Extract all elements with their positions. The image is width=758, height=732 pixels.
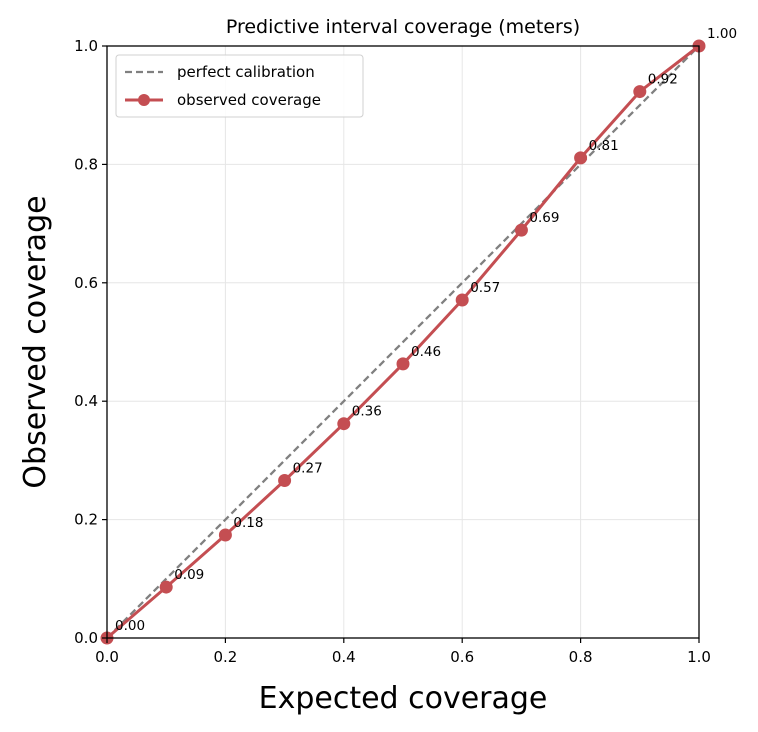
data-label: 0.92: [648, 72, 678, 88]
observed-layer: [100, 39, 706, 645]
y-tick-label: 0.2: [74, 511, 98, 529]
data-label: 0.18: [233, 515, 263, 531]
data-label: 0.46: [411, 344, 441, 360]
y-tick-label: 0.0: [74, 629, 98, 647]
reference-layer: [106, 45, 700, 639]
observed-coverage-point: [455, 293, 469, 307]
observed-coverage-point: [396, 357, 410, 371]
x-tick-label: 0.2: [213, 648, 237, 666]
data-label: 0.57: [470, 280, 500, 296]
legend-label-observed-coverage: observed coverage: [177, 91, 321, 109]
x-axis-title: Expected coverage: [259, 681, 548, 716]
x-tick-label: 0.8: [569, 648, 593, 666]
data-label: 0.27: [293, 461, 323, 477]
observed-coverage-point: [218, 528, 232, 542]
data-label: 0.69: [529, 210, 559, 226]
observed-coverage-point: [278, 474, 292, 488]
data-label: 1.00: [707, 26, 737, 42]
y-tick-label: 0.4: [74, 392, 98, 410]
x-tick-label: 0.6: [450, 648, 474, 666]
observed-coverage-point: [574, 151, 588, 165]
legend: perfect calibration observed coverage: [115, 54, 364, 118]
plot-frame: [106, 45, 700, 639]
x-tick-label: 1.0: [687, 648, 711, 666]
x-tick-label: 0.4: [332, 648, 356, 666]
y-tick-label: 0.8: [74, 155, 98, 173]
data-label: 0.81: [589, 138, 619, 154]
perfect-calibration-line: [106, 45, 700, 639]
y-axis-title: Observed coverage: [18, 195, 53, 488]
axis-ticks: 0.0 0.2 0.4 0.6 0.8 1.0 0.0 0.2 0.4 0.6 0.8 1.0: [74, 37, 711, 666]
legend-box: [115, 54, 364, 118]
observed-coverage-point: [159, 580, 173, 594]
x-tick-label: 0.0: [95, 648, 119, 666]
y-tick-label: 1.0: [74, 37, 98, 55]
legend-marker-observed-coverage: [138, 94, 150, 106]
chart-title: Predictive interval coverage (meters): [226, 16, 580, 38]
observed-coverage-point: [337, 417, 351, 431]
data-label: 0.09: [174, 567, 204, 583]
observed-coverage-point: [514, 223, 528, 237]
data-labels: 0.00 0.09 0.18 0.27 0.36 0.46 0.57 0.69 0.81 0.92…: [115, 26, 737, 634]
data-label: 0.00: [115, 618, 145, 634]
data-label: 0.36: [352, 404, 382, 420]
observed-coverage-point: [633, 85, 647, 99]
y-tick-label: 0.6: [74, 274, 98, 292]
legend-label-perfect-calibration: perfect calibration: [177, 63, 315, 81]
